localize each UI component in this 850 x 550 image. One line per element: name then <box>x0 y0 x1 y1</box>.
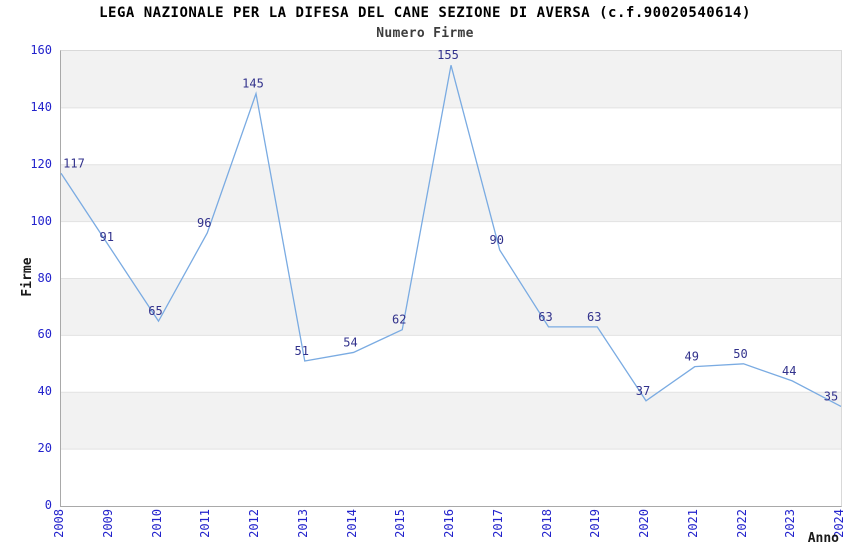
x-tick-label: 2023 <box>783 509 798 538</box>
x-tick-label: 2015 <box>393 509 408 538</box>
x-tick-label: 2014 <box>344 509 359 538</box>
x-tick-label: 2013 <box>295 509 310 538</box>
data-point-label: 51 <box>295 344 309 358</box>
x-tick-label: 2022 <box>734 509 749 538</box>
y-tick-label: 60 <box>37 327 52 342</box>
x-tick-label: 2021 <box>685 509 700 538</box>
data-point-label: 63 <box>587 310 601 324</box>
x-tick-label: 2020 <box>637 509 651 538</box>
data-point-label: 155 <box>437 48 459 62</box>
x-tick-label: 2010 <box>149 509 164 538</box>
data-point-label: 63 <box>538 310 552 324</box>
data-point-label: 54 <box>343 335 357 349</box>
data-point-label: 65 <box>148 304 162 318</box>
x-tick-label: 2016 <box>442 509 456 538</box>
data-point-label: 49 <box>685 350 699 364</box>
y-tick-label: 80 <box>37 270 52 285</box>
x-tick-label: 2017 <box>490 509 505 538</box>
data-point-label: 117 <box>63 156 85 170</box>
data-point-label: 62 <box>392 313 406 327</box>
x-tick-label: 2019 <box>588 509 603 538</box>
y-tick-label: 0 <box>44 498 52 512</box>
plot-area: 117 91 65 96 145 51 54 62 155 90 63 63 37 49 50 44 35 <box>60 48 842 507</box>
data-point-label: 145 <box>242 77 264 91</box>
line-chart-svg: 117 91 65 96 145 51 54 62 155 90 63 63 37 49 50 44 35 <box>60 48 842 450</box>
data-line <box>60 65 842 408</box>
data-point-label: 50 <box>733 347 747 361</box>
data-point-label: 44 <box>782 364 796 378</box>
y-tick-label: 160 <box>30 43 52 57</box>
y-axis-title: Firme <box>20 257 35 297</box>
x-tick-label: 2018 <box>539 509 554 538</box>
x-tick-label: 2008 <box>52 509 66 538</box>
x-tick-label: 2009 <box>100 509 115 538</box>
data-point-label: 91 <box>100 230 114 244</box>
data-point-label: 96 <box>197 216 211 230</box>
data-point-label: 37 <box>636 384 650 398</box>
y-tick-label: 120 <box>30 156 52 171</box>
y-tick-label: 20 <box>37 441 52 456</box>
data-point-label: 35 <box>824 389 838 403</box>
chart-subtitle: Numero Firme <box>376 26 474 41</box>
y-tick-label: 40 <box>37 384 52 399</box>
x-axis-title: Anno <box>807 531 839 546</box>
x-tick-label: 2011 <box>198 509 213 538</box>
x-tick-label: 2012 <box>247 509 261 538</box>
y-tick-label: 100 <box>30 213 52 228</box>
chart-title: LEGA NAZIONALE PER LA DIFESA DEL CANE SE… <box>99 5 751 21</box>
y-tick-label: 140 <box>30 99 52 114</box>
data-point-label: 90 <box>490 233 504 247</box>
